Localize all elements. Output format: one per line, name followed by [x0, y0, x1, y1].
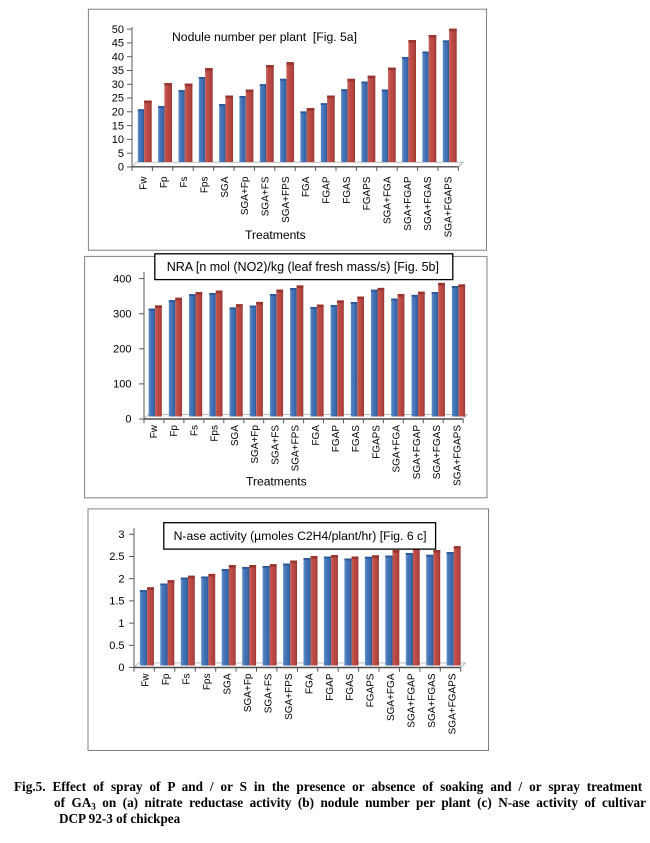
svg-text:200: 200: [113, 344, 131, 356]
svg-text:100: 100: [113, 379, 131, 391]
svg-text:Nodule number per plant [Fig.: Nodule number per plant [Fig. 5a]: [172, 30, 357, 44]
svg-text:FGAS: FGAS: [351, 425, 362, 453]
svg-text:50: 50: [112, 24, 124, 36]
svg-text:Fps: Fps: [202, 674, 213, 691]
svg-text:of GA3 on (a) nitrate reductas: of GA3 on (a) nitrate reductase activity…: [54, 795, 646, 812]
svg-text:SGA+FGA: SGA+FGA: [383, 176, 394, 224]
svg-text:Fs: Fs: [189, 425, 200, 436]
svg-text:SGA+FGAPS: SGA+FGAPS: [444, 176, 455, 237]
svg-text:SGA+FGAPS: SGA+FGAPS: [447, 673, 458, 734]
svg-text:0: 0: [118, 162, 124, 174]
svg-text:20: 20: [112, 107, 124, 119]
svg-text:SGA+FGAS: SGA+FGAS: [423, 176, 434, 231]
svg-text:Fig.5. Effect of spray of P a: Fig.5. Effect of spray of P and / or S i…: [14, 779, 643, 794]
svg-text:FGAPS: FGAPS: [362, 176, 373, 210]
svg-text:10: 10: [112, 134, 124, 146]
svg-text:FGAP: FGAP: [325, 673, 336, 701]
svg-text:Fw: Fw: [141, 673, 152, 687]
svg-text:SGA+FGAP: SGA+FGAP: [403, 176, 414, 231]
svg-text:Fps: Fps: [210, 425, 221, 442]
svg-text:15: 15: [112, 120, 124, 132]
svg-text:FGAS: FGAS: [342, 176, 353, 204]
svg-text:35: 35: [112, 65, 124, 77]
svg-text:FGAPS: FGAPS: [371, 425, 382, 459]
svg-text:5: 5: [118, 148, 124, 160]
svg-text:0: 0: [118, 662, 124, 674]
svg-text:Fw: Fw: [149, 424, 160, 438]
svg-text:Fw: Fw: [139, 176, 150, 190]
svg-text:SGA+FPS: SGA+FPS: [281, 176, 292, 223]
svg-text:0: 0: [125, 414, 131, 426]
svg-text:Fps: Fps: [200, 177, 211, 194]
svg-text:1: 1: [118, 618, 124, 630]
svg-text:FGAS: FGAS: [345, 673, 356, 701]
svg-text:SGA+FPS: SGA+FPS: [291, 425, 302, 472]
svg-text:SGA+FGAP: SGA+FGAP: [412, 425, 423, 480]
svg-text:SGA: SGA: [220, 176, 231, 197]
svg-text:Fp: Fp: [169, 425, 180, 437]
svg-text:2: 2: [118, 573, 124, 585]
svg-text:SGA: SGA: [223, 673, 234, 694]
svg-text:300: 300: [113, 308, 131, 320]
svg-text:1.5: 1.5: [109, 596, 124, 608]
svg-text:SGA+FS: SGA+FS: [270, 425, 281, 465]
svg-text:30: 30: [112, 79, 124, 91]
svg-text:FGAP: FGAP: [322, 176, 333, 204]
svg-text:Treatments: Treatments: [246, 475, 307, 489]
svg-text:N-ase activity (µmoles C2H4/pl: N-ase activity (µmoles C2H4/plant/hr) [F…: [174, 529, 427, 543]
svg-text:40: 40: [112, 51, 124, 63]
svg-text:Fp: Fp: [159, 176, 170, 188]
svg-text:SGA+FGAS: SGA+FGAS: [432, 425, 443, 480]
svg-text:SGA+FGA: SGA+FGA: [386, 673, 397, 721]
svg-text:FGA: FGA: [304, 673, 315, 694]
svg-text:25: 25: [112, 93, 124, 105]
svg-text:SGA+Fp: SGA+Fp: [250, 425, 261, 464]
svg-text:SGA+FGA: SGA+FGA: [392, 425, 403, 473]
svg-text:2.5: 2.5: [109, 551, 124, 563]
svg-text:Fs: Fs: [179, 177, 190, 188]
svg-text:400: 400: [113, 273, 131, 285]
svg-text:Treatments: Treatments: [245, 228, 306, 242]
svg-text:3: 3: [118, 529, 124, 541]
svg-text:SGA+FGAPS: SGA+FGAPS: [452, 425, 463, 486]
svg-text:SGA+FS: SGA+FS: [263, 673, 274, 713]
svg-text:SGA+Fp: SGA+Fp: [240, 176, 251, 215]
svg-text:NRA [n mol (NO2)/kg (leaf fres: NRA [n mol (NO2)/kg (leaf fresh mass/s) …: [167, 260, 439, 274]
svg-text:SGA+FS: SGA+FS: [261, 176, 272, 216]
svg-text:FGA: FGA: [311, 425, 322, 446]
svg-text:DCP 92-3 of chickpea: DCP 92-3 of chickpea: [59, 811, 181, 826]
svg-text:FGAPS: FGAPS: [366, 673, 377, 707]
svg-text:FGAP: FGAP: [331, 425, 342, 453]
svg-text:SGA+FGAS: SGA+FGAS: [427, 673, 438, 728]
svg-text:45: 45: [112, 38, 124, 50]
svg-text:FGA: FGA: [301, 176, 312, 197]
svg-text:0.5: 0.5: [109, 640, 124, 652]
svg-text:Fp: Fp: [161, 673, 172, 685]
svg-text:SGA+Fp: SGA+Fp: [243, 673, 254, 712]
svg-text:SGA: SGA: [230, 425, 241, 446]
svg-text:Fs: Fs: [182, 674, 193, 685]
svg-text:SGA+FPS: SGA+FPS: [284, 673, 295, 720]
svg-text:SGA+FGAP: SGA+FGAP: [407, 673, 418, 728]
